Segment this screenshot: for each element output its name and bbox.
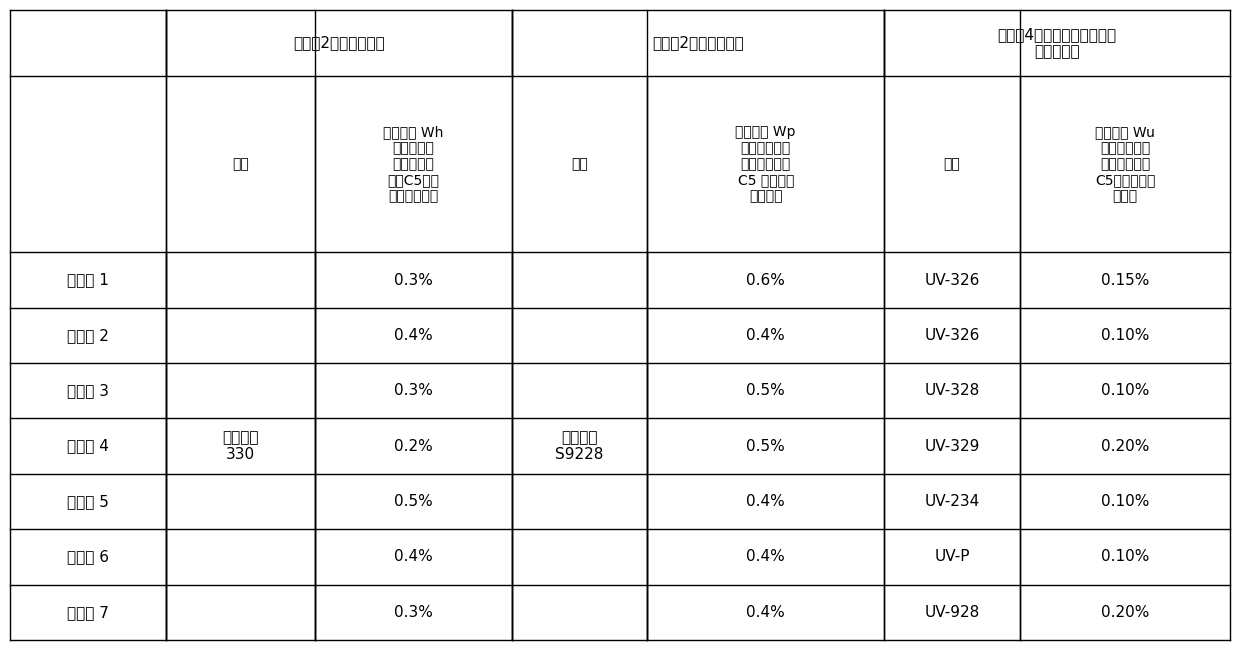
- Text: 0.6%: 0.6%: [746, 272, 785, 287]
- Text: 步骤（4）中苯并三氮唑类紫
外线吸收剂: 步骤（4）中苯并三氮唑类紫 外线吸收剂: [998, 27, 1117, 59]
- Text: 0.4%: 0.4%: [394, 328, 433, 343]
- Text: 实施例 2: 实施例 2: [67, 328, 109, 343]
- Text: 抗氧化剂
330: 抗氧化剂 330: [222, 430, 259, 462]
- Text: 0.20%: 0.20%: [1101, 604, 1149, 620]
- Text: UV-326: UV-326: [925, 272, 980, 287]
- Text: 0.15%: 0.15%: [1101, 272, 1149, 287]
- Text: UV-234: UV-234: [925, 494, 980, 509]
- Text: UV-928: UV-928: [925, 604, 980, 620]
- Text: 0.4%: 0.4%: [746, 604, 785, 620]
- Text: 0.10%: 0.10%: [1101, 494, 1149, 509]
- Text: 0.10%: 0.10%: [1101, 328, 1149, 343]
- Bar: [512, 252, 647, 640]
- Text: 0.4%: 0.4%: [746, 549, 785, 564]
- Text: UV-328: UV-328: [925, 384, 980, 398]
- Text: 实施例 7: 实施例 7: [67, 604, 109, 620]
- Bar: [512, 10, 884, 76]
- Bar: [884, 10, 1230, 76]
- Text: 0.10%: 0.10%: [1101, 549, 1149, 564]
- Text: 0.5%: 0.5%: [746, 384, 785, 398]
- Text: 0.4%: 0.4%: [746, 494, 785, 509]
- Text: 步骤（2）中抗氧化剂: 步骤（2）中抗氧化剂: [293, 36, 384, 51]
- Text: 0.5%: 0.5%: [394, 494, 433, 509]
- Text: 0.3%: 0.3%: [394, 272, 433, 287]
- Text: 实施例 4: 实施例 4: [67, 439, 109, 454]
- Text: UV-329: UV-329: [925, 439, 980, 454]
- Text: 抗氧化剂
S9228: 抗氧化剂 S9228: [556, 430, 604, 462]
- Text: 0.10%: 0.10%: [1101, 384, 1149, 398]
- Text: 实施例 5: 实施例 5: [67, 494, 109, 509]
- Text: 0.4%: 0.4%: [394, 549, 433, 564]
- Text: 添加重量 Wp
（相对于进行
聚合反应前的
C5 轻组分原
料重量）: 添加重量 Wp （相对于进行 聚合反应前的 C5 轻组分原 料重量）: [735, 125, 796, 203]
- Text: 添加重量 Wu
（相对于进行
聚合前反应的
C5轻组分原料
重量）: 添加重量 Wu （相对于进行 聚合前反应的 C5轻组分原料 重量）: [1095, 125, 1156, 203]
- Text: 实施例 6: 实施例 6: [67, 549, 109, 564]
- Text: 0.3%: 0.3%: [394, 384, 433, 398]
- Text: UV-P: UV-P: [935, 549, 970, 564]
- Text: 0.3%: 0.3%: [394, 604, 433, 620]
- Text: 0.5%: 0.5%: [746, 439, 785, 454]
- Text: UV-326: UV-326: [925, 328, 980, 343]
- Bar: [166, 252, 315, 640]
- Text: 步骤（2）中抗氧化剂: 步骤（2）中抗氧化剂: [652, 36, 744, 51]
- Text: 0.20%: 0.20%: [1101, 439, 1149, 454]
- Text: 实施例 3: 实施例 3: [67, 384, 109, 398]
- Text: 添加重量 Wh
（相对于进
行聚合反应
前的C5轻组
分原料重量）: 添加重量 Wh （相对于进 行聚合反应 前的C5轻组 分原料重量）: [383, 125, 444, 203]
- Text: 品种: 品种: [232, 157, 249, 171]
- Text: 实施例 1: 实施例 1: [67, 272, 109, 287]
- Text: 0.2%: 0.2%: [394, 439, 433, 454]
- Bar: [166, 10, 512, 76]
- Text: 品种: 品种: [944, 157, 961, 171]
- Text: 0.4%: 0.4%: [746, 328, 785, 343]
- Text: 品种: 品种: [570, 157, 588, 171]
